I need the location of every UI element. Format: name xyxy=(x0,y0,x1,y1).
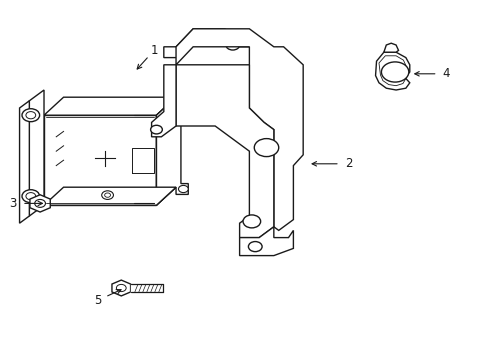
Polygon shape xyxy=(383,43,398,52)
Circle shape xyxy=(225,40,239,50)
Polygon shape xyxy=(176,65,273,238)
Circle shape xyxy=(22,109,40,122)
Circle shape xyxy=(104,193,110,197)
Polygon shape xyxy=(44,115,156,205)
Circle shape xyxy=(26,112,36,119)
Text: 3: 3 xyxy=(9,197,17,210)
Circle shape xyxy=(22,190,40,203)
Polygon shape xyxy=(163,29,249,58)
Circle shape xyxy=(194,31,214,45)
Text: 2: 2 xyxy=(344,157,352,170)
Text: 5: 5 xyxy=(94,294,101,307)
Circle shape xyxy=(248,242,262,252)
Circle shape xyxy=(243,215,260,228)
Polygon shape xyxy=(176,29,303,230)
Text: 1: 1 xyxy=(150,44,158,57)
Polygon shape xyxy=(378,56,405,86)
Polygon shape xyxy=(20,101,29,223)
Polygon shape xyxy=(375,52,409,90)
Circle shape xyxy=(254,139,278,157)
Polygon shape xyxy=(44,187,176,205)
Circle shape xyxy=(102,191,113,199)
Polygon shape xyxy=(239,227,293,256)
Polygon shape xyxy=(29,90,44,216)
Circle shape xyxy=(35,199,45,207)
Circle shape xyxy=(26,193,36,200)
Polygon shape xyxy=(151,65,176,137)
Text: 4: 4 xyxy=(442,67,449,80)
Polygon shape xyxy=(112,280,130,296)
Circle shape xyxy=(178,185,188,193)
Circle shape xyxy=(116,284,126,292)
Polygon shape xyxy=(156,97,188,205)
Circle shape xyxy=(381,62,408,82)
Polygon shape xyxy=(156,97,176,205)
Circle shape xyxy=(178,99,188,106)
Polygon shape xyxy=(30,195,50,212)
Circle shape xyxy=(150,125,162,134)
Polygon shape xyxy=(44,97,176,115)
